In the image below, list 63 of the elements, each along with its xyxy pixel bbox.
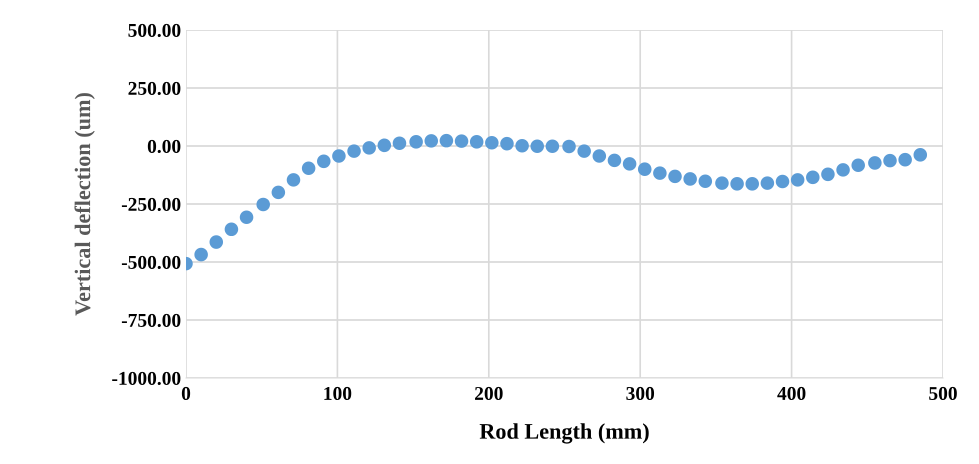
point [409,135,423,149]
point [240,210,254,224]
point [224,222,238,236]
y-tick-label: -250.00 [122,198,180,212]
point [194,248,208,262]
point [272,186,286,200]
point [836,163,850,177]
point [638,162,652,176]
point [317,154,331,168]
point [730,177,744,191]
x-axis-title: Rod Length (mm) [480,423,649,444]
point [592,149,606,163]
point [256,198,270,212]
point [883,154,897,168]
point [286,173,300,187]
x-tick-label: 200 [475,386,503,400]
point [392,136,406,150]
y-axis-title: Vertical deflection (um) [74,93,95,316]
point [210,235,224,249]
point [530,139,544,153]
y-tick-label: 250.00 [128,82,180,96]
y-tick-label: 0.00 [148,140,180,154]
point [776,174,790,188]
point [546,139,560,153]
point [515,139,529,153]
y-tick-label: 500.00 [128,24,180,38]
point [362,141,376,155]
point [424,134,438,148]
point [898,152,912,166]
point [715,176,729,190]
point [790,173,804,187]
x-tick-label: 500 [929,386,957,400]
y-tick-label: -500.00 [122,256,180,270]
x-tick-label: 300 [626,386,654,400]
point [760,176,774,190]
point [868,156,882,170]
point [821,168,835,182]
point [577,144,591,158]
point [668,170,682,184]
point [485,136,499,150]
y-tick-label: -750.00 [122,314,180,328]
point [302,162,316,176]
point [454,134,468,148]
point [622,157,636,171]
point [440,134,454,148]
point [806,170,820,184]
point [608,154,622,168]
point [378,138,392,152]
x-tick-label: 400 [777,386,806,400]
point [470,135,484,149]
point [562,140,576,154]
x-tick-label: 100 [324,386,352,400]
point [683,172,697,186]
point [347,144,361,158]
x-tick-label: 0 [182,386,190,400]
point [851,158,865,172]
point [914,148,928,162]
point [653,166,667,180]
y-tick-label: -1000.00 [112,372,180,386]
point [332,149,346,163]
point [500,136,514,150]
point [745,177,760,191]
point [698,174,712,188]
